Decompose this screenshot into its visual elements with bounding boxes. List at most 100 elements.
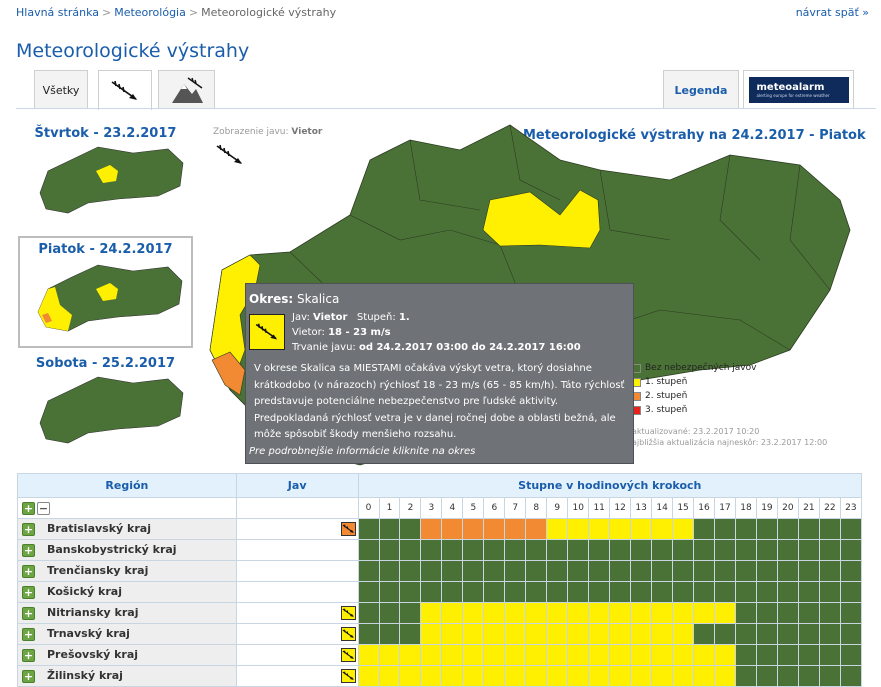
level-cell <box>420 518 443 540</box>
hour-header: 11 <box>588 497 611 519</box>
meteoalarm-subtitle: alerting europe for extreme weather <box>756 93 830 98</box>
region-cell[interactable]: + Prešovský kraj <box>17 644 237 666</box>
level-cell <box>734 560 757 582</box>
level-cell <box>755 665 778 687</box>
level-cell <box>525 644 548 666</box>
level-cell <box>630 602 653 624</box>
wind-icon[interactable] <box>340 669 356 683</box>
wind-icon[interactable] <box>340 522 356 536</box>
level-cell <box>483 644 506 666</box>
level-cell <box>672 602 695 624</box>
jav-cell <box>235 539 359 561</box>
region-name: Trenčiansky kraj <box>47 564 149 578</box>
level-cell <box>776 539 799 561</box>
region-cell[interactable]: + Nitriansky kraj <box>17 602 237 624</box>
level-cell <box>734 602 757 624</box>
tooltip-jav: Vietor <box>313 312 348 323</box>
day-thumb-thursday[interactable]: Štvrtok - 23.2.2017 <box>18 122 193 220</box>
tooltip-trvanie: od 24.2.2017 03:00 do 24.2.2017 16:00 <box>358 342 581 353</box>
wind-icon[interactable] <box>340 648 356 662</box>
region-cell[interactable]: + Banskobystrický kraj <box>17 539 237 561</box>
collapse-all-icon[interactable]: − <box>37 501 50 515</box>
level-cell <box>651 644 674 666</box>
level-cell <box>441 644 464 666</box>
tab-mountain[interactable] <box>158 70 215 109</box>
day-thumb-friday[interactable]: Piatok - 24.2.2017 <box>18 236 193 348</box>
region-name: Košický kraj <box>47 585 122 599</box>
level-cell <box>483 665 506 687</box>
level-cell <box>420 602 443 624</box>
expand-icon[interactable]: + <box>22 669 35 683</box>
tab-wind[interactable] <box>98 70 152 110</box>
region-cell[interactable]: + Bratislavský kraj <box>17 518 237 540</box>
level-cell <box>693 581 715 603</box>
jav-blank-cell <box>235 497 359 519</box>
level-cell <box>483 581 506 603</box>
legend-item: Bez nebezpečných javov <box>632 363 756 373</box>
level-cell <box>546 602 569 624</box>
level-cell <box>504 623 527 645</box>
expand-icon[interactable]: + <box>22 543 35 557</box>
level-cell <box>399 623 422 645</box>
level-cell <box>399 644 422 666</box>
level-cell <box>693 602 715 624</box>
level-cell <box>483 623 506 645</box>
expand-icon[interactable]: + <box>22 585 35 599</box>
region-name: Banskobystrický kraj <box>47 543 177 557</box>
table-row: + Košický kraj <box>17 581 863 603</box>
hour-header: 7 <box>504 497 527 519</box>
level-cell <box>483 560 506 582</box>
region-cell[interactable]: + Trenčiansky kraj <box>17 560 237 582</box>
wind-icon[interactable] <box>340 606 356 620</box>
region-cell[interactable]: + Trnavský kraj <box>17 623 237 645</box>
level-cell <box>755 560 778 582</box>
level-cell <box>567 602 590 624</box>
hour-header: 16 <box>693 497 715 519</box>
level-cell <box>714 560 736 582</box>
level-cell <box>420 623 443 645</box>
back-link[interactable]: návrat späť » <box>795 6 869 19</box>
level-cell <box>504 518 527 540</box>
day-thumb-saturday[interactable]: Sobota - 25.2.2017 <box>18 352 193 450</box>
level-cell <box>651 539 674 561</box>
level-cell <box>734 518 757 540</box>
expand-icon[interactable]: + <box>22 522 35 536</box>
meteoalarm-link[interactable]: meteoalarm alerting europe for extreme we… <box>743 70 854 109</box>
breadcrumb-meteo-link[interactable]: Meteorológia <box>114 6 186 19</box>
tab-all[interactable]: Všetky <box>34 70 88 109</box>
jav-cell <box>235 560 359 582</box>
expand-icon[interactable]: + <box>22 627 35 641</box>
expand-icon[interactable]: + <box>22 564 35 578</box>
level-cell <box>546 665 569 687</box>
level-cell <box>462 602 485 624</box>
level-cell <box>630 665 653 687</box>
mini-map <box>37 264 183 332</box>
hour-header: 12 <box>609 497 632 519</box>
expand-all-icon[interactable]: + <box>22 501 35 515</box>
expand-icon[interactable]: + <box>22 648 35 662</box>
breadcrumb-home-link[interactable]: Hlavná stránka <box>16 6 99 19</box>
level-cell <box>546 581 569 603</box>
level-cell <box>441 581 464 603</box>
level-cell <box>399 665 422 687</box>
level-cell <box>420 539 443 561</box>
level-cell <box>818 665 841 687</box>
level-cell <box>378 539 401 561</box>
level-cell <box>609 518 632 540</box>
hours-row: + − 0 1 2 3 4 5 6 7 8 9 10 11 12 13 14 15 16 17 18 19 20 21 22 2… <box>17 497 863 519</box>
expand-icon[interactable]: + <box>22 606 35 620</box>
level-cell <box>672 518 695 540</box>
region-name: Prešovský kraj <box>47 648 139 662</box>
level-cell <box>567 644 590 666</box>
level-cell <box>776 644 799 666</box>
level-cell <box>714 623 736 645</box>
level-cell <box>839 518 863 540</box>
mountain-icon <box>171 77 203 103</box>
tab-legend[interactable]: Legenda <box>663 70 739 109</box>
region-cell[interactable]: + Žilinský kraj <box>17 665 237 687</box>
table-row: + Nitriansky kraj <box>17 602 863 624</box>
hour-header: 22 <box>818 497 841 519</box>
wind-icon[interactable] <box>340 627 356 641</box>
level-cell <box>525 539 548 561</box>
region-cell[interactable]: + Košický kraj <box>17 581 237 603</box>
